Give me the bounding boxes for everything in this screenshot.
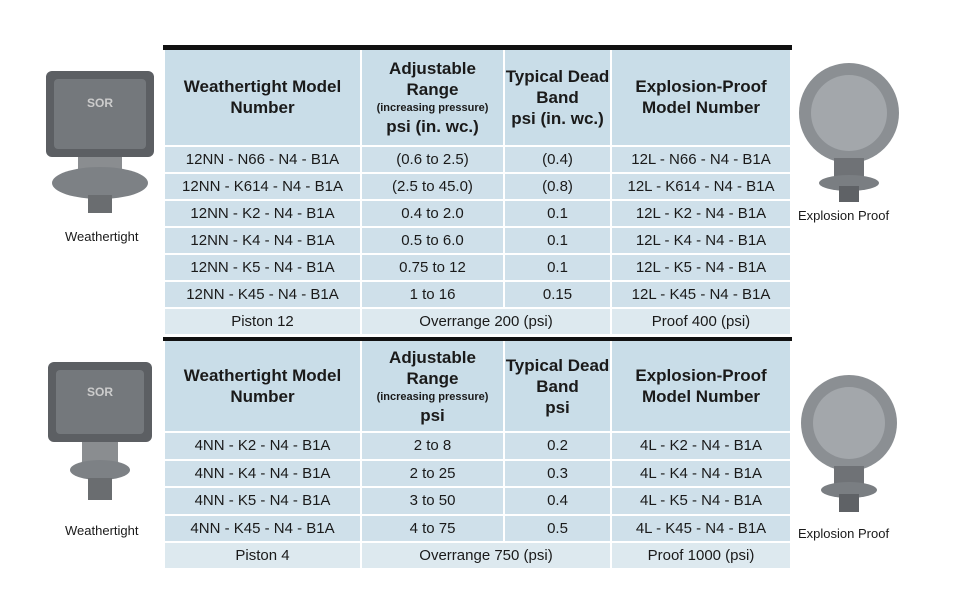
header-title: Typical Dead Band — [505, 355, 610, 396]
header-title: Typical Dead Band — [505, 66, 610, 107]
footer-row: Piston 12 Overrange 200 (psi) Proof 400 (p… — [163, 306, 792, 336]
cell: 4NN - K4 - N4 - B1A — [163, 458, 362, 488]
cell: 12NN - K4 - N4 - B1A — [163, 225, 362, 255]
header-cell: Weathertight Model Number — [163, 46, 362, 147]
cell: 0.2 — [503, 431, 612, 461]
cell: (2.5 to 45.0) — [360, 171, 505, 201]
row: 4NN - K2 - N4 - B1A 2 to 8 0.2 4L - K2 - N4… — [163, 431, 792, 461]
cell: 0.1 — [503, 198, 612, 228]
cell: 12L - K5 - N4 - B1A — [610, 252, 792, 282]
cell: 0.5 to 6.0 — [360, 225, 505, 255]
header-title: Adjustable Range — [389, 347, 476, 388]
table: Weathertight Model Number Adjustable Rang… — [163, 45, 792, 336]
header-row: Weathertight Model Number Adjustable Rang… — [163, 46, 792, 147]
cell: 4L - K4 - N4 - B1A — [610, 458, 792, 488]
cell: (0.8) — [503, 171, 612, 201]
cell: 0.4 to 2.0 — [360, 198, 505, 228]
header-unit: psi — [420, 405, 445, 425]
cell: 3 to 50 — [360, 486, 505, 516]
row: 4NN - K45 - N4 - B1A 4 to 75 0.5 4L - K45 -… — [163, 513, 792, 543]
cell: 4L - K2 - N4 - B1A — [610, 431, 792, 461]
cell: 12L - K45 - N4 - B1A — [610, 279, 792, 309]
cell: 0.1 — [503, 225, 612, 255]
header-title: Adjustable Range — [389, 58, 476, 99]
cell: 12NN - N66 - N4 - B1A — [163, 144, 362, 174]
row: 4NN - K5 - N4 - B1A 3 to 50 0.4 4L - K5 - N… — [163, 486, 792, 516]
header-cell: Adjustable Range (increasing pressure) psi… — [360, 46, 505, 147]
svg-text:SOR: SOR — [87, 385, 113, 399]
cell: 0.75 to 12 — [360, 252, 505, 282]
footer-cell: Piston 4 — [163, 541, 362, 570]
cell: 12L - N66 - N4 - B1A — [610, 144, 792, 174]
header-row: Weathertight Model Number Adjustable Rang… — [163, 338, 792, 433]
header-cell: Explosion-Proof Model Number — [610, 338, 792, 433]
header-note: (increasing pressure) — [376, 101, 489, 114]
cell: 2 to 8 — [360, 431, 505, 461]
footer-cell: Overrange 750 (psi) — [360, 541, 612, 570]
caption: Weathertight — [65, 229, 139, 244]
cell: 12L - K614 - N4 - B1A — [610, 171, 792, 201]
weathertight-device-image: SOR — [46, 71, 154, 213]
cell: 12L - K2 - N4 - B1A — [610, 198, 792, 228]
cell: 12NN - K2 - N4 - B1A — [163, 198, 362, 228]
caption: Weathertight — [65, 523, 139, 538]
cell: 0.1 — [503, 252, 612, 282]
row: 12NN - K5 - N4 - B1A 0.75 to 12 0.1 12L - K… — [163, 252, 792, 282]
header-unit: psi (in. wc.) — [386, 116, 479, 136]
row: 12NN - K45 - N4 - B1A 1 to 16 0.15 12L - K4… — [163, 279, 792, 309]
header-note: (increasing pressure) — [376, 390, 489, 403]
svg-text:SOR: SOR — [87, 96, 113, 110]
cell: 2 to 25 — [360, 458, 505, 488]
header-cell: Weathertight Model Number — [163, 338, 362, 433]
row: 12NN - N66 - N4 - B1A (0.6 to 2.5) (0.4) 12… — [163, 144, 792, 174]
cell: 12L - K4 - N4 - B1A — [610, 225, 792, 255]
header-title: Explosion-Proof Model Number — [635, 77, 767, 118]
cell: 0.3 — [503, 458, 612, 488]
cell: 12NN - K614 - N4 - B1A — [163, 171, 362, 201]
header-unit: psi — [545, 397, 570, 417]
explosion-proof-device-image — [801, 375, 897, 512]
row: 4NN - K4 - N4 - B1A 2 to 25 0.3 4L - K4 - N… — [163, 458, 792, 488]
footer-row: Piston 4 Overrange 750 (psi) Proof 1000 (p… — [163, 541, 792, 570]
cell: 4L - K45 - N4 - B1A — [610, 513, 792, 543]
weathertight-device-image: SOR — [48, 362, 152, 500]
caption: Explosion Proof — [798, 526, 890, 541]
header-title: Weathertight Model Number — [183, 77, 342, 118]
cell: 4NN - K2 - N4 - B1A — [163, 431, 362, 461]
header-title: Explosion-Proof Model Number — [635, 366, 767, 406]
cell: 4L - K5 - N4 - B1A — [610, 486, 792, 516]
footer-cell: Overrange 200 (psi) — [360, 306, 612, 336]
header-title: Weathertight Model Number — [183, 366, 342, 406]
cell: 0.15 — [503, 279, 612, 309]
cell: 4NN - K45 - N4 - B1A — [163, 513, 362, 543]
cell: 0.4 — [503, 486, 612, 516]
row: 12NN - K2 - N4 - B1A 0.4 to 2.0 0.1 12L - K… — [163, 198, 792, 228]
header-cell: Typical Dead Band psi — [503, 338, 612, 433]
table: Weathertight Model Number Adjustable Rang… — [163, 337, 792, 570]
cell: 12NN - K45 - N4 - B1A — [163, 279, 362, 309]
caption: Explosion Proof — [798, 208, 890, 223]
header-unit: psi (in. wc.) — [511, 108, 604, 128]
header-cell: Typical Dead Band psi (in. wc.) — [503, 46, 612, 147]
cell: 12NN - K5 - N4 - B1A — [163, 252, 362, 282]
row: 12NN - K4 - N4 - B1A 0.5 to 6.0 0.1 12L - K… — [163, 225, 792, 255]
cell: (0.4) — [503, 144, 612, 174]
header-cell: Adjustable Range (increasing pressure) psi — [360, 338, 505, 433]
footer-cell: Proof 400 (psi) — [610, 306, 792, 336]
cell: 4 to 75 — [360, 513, 505, 543]
cell: 0.5 — [503, 513, 612, 543]
footer-cell: Piston 12 — [163, 306, 362, 336]
cell: (0.6 to 2.5) — [360, 144, 505, 174]
header-cell: Explosion-Proof Model Number — [610, 46, 792, 147]
row: 12NN - K614 - N4 - B1A (2.5 to 45.0) (0.8)… — [163, 171, 792, 201]
cell: 4NN - K5 - N4 - B1A — [163, 486, 362, 516]
footer-cell: Proof 1000 (psi) — [610, 541, 792, 570]
cell: 1 to 16 — [360, 279, 505, 309]
explosion-proof-device-image — [799, 63, 899, 202]
